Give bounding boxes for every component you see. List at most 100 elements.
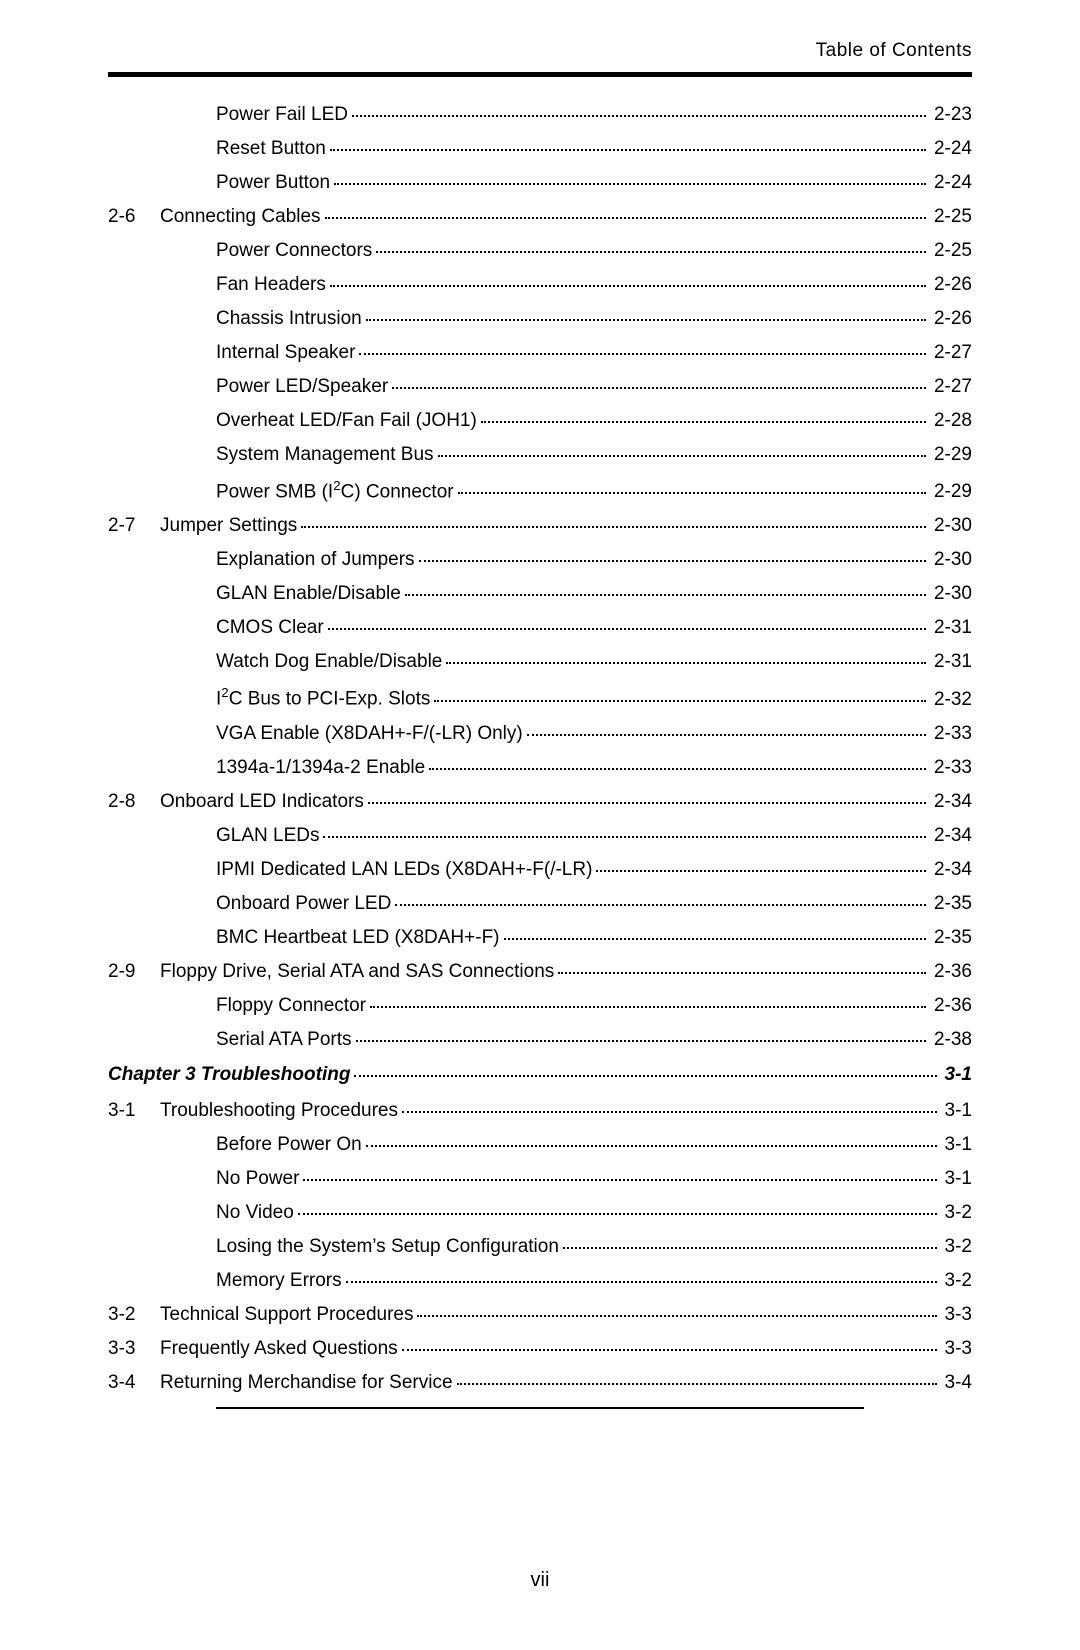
toc-row: I2C Bus to PCI-Exp. Slots 2-32	[108, 686, 972, 708]
toc-page-ref: 2-36	[930, 996, 972, 1015]
toc-entry-label: VGA Enable (X8DAH+-F/(-LR) Only)	[216, 724, 523, 743]
toc-entry-label: Power Connectors	[216, 241, 372, 260]
toc-leader	[359, 353, 926, 355]
toc-page-ref: 2-33	[930, 758, 972, 777]
toc-entry-label: Before Power On	[216, 1135, 362, 1154]
toc-row: Power SMB (I2C) Connector 2-29	[108, 479, 972, 501]
toc-leader	[328, 628, 926, 630]
toc-page-ref: 3-2	[941, 1237, 972, 1256]
toc-entry-label: Jumper Settings	[160, 516, 297, 535]
toc-entry-label: Power Fail LED	[216, 105, 348, 124]
toc-section-number: 3-4	[108, 1373, 160, 1392]
toc-row: 3-1Troubleshooting Procedures 3-1	[108, 1101, 972, 1120]
toc-section-number: 2-8	[108, 792, 160, 811]
toc-row: Power Button 2-24	[108, 173, 972, 192]
toc-page-ref: 3-3	[941, 1339, 972, 1358]
toc-entry-label: System Management Bus	[216, 445, 434, 464]
toc-leader	[527, 734, 926, 736]
toc-entry-label: Memory Errors	[216, 1271, 342, 1290]
toc-row: CMOS Clear 2-31	[108, 618, 972, 637]
toc-page-ref: 2-30	[930, 550, 972, 569]
toc-page-ref: 2-27	[930, 343, 972, 362]
toc-entry-label: Onboard LED Indicators	[160, 792, 364, 811]
toc-leader	[346, 1281, 937, 1283]
toc-entry-label: No Video	[216, 1203, 294, 1222]
toc-leader	[392, 387, 926, 389]
toc-page-ref: 3-2	[941, 1271, 972, 1290]
toc-entry-label: Losing the System’s Setup Configuration	[216, 1237, 559, 1256]
toc-row: Overheat LED/Fan Fail (JOH1) 2-28	[108, 411, 972, 430]
toc-leader	[457, 1383, 937, 1385]
toc-leader	[354, 1075, 936, 1077]
toc-page-ref: 2-30	[930, 584, 972, 603]
toc-row: Power Connectors 2-25	[108, 241, 972, 260]
toc-leader	[434, 700, 926, 702]
toc-entry-label: Floppy Drive, Serial ATA and SAS Connect…	[160, 962, 554, 981]
toc-page-ref: 2-28	[930, 411, 972, 430]
toc-section-number: 3-2	[108, 1305, 160, 1324]
toc-page-ref: 3-3	[941, 1305, 972, 1324]
toc-row: 3-2Technical Support Procedures 3-3	[108, 1305, 972, 1324]
footer-rule	[216, 1407, 864, 1409]
toc-leader	[395, 904, 926, 906]
toc-entry-label: Serial ATA Ports	[216, 1030, 352, 1049]
toc-entry-label: Technical Support Procedures	[160, 1305, 413, 1324]
toc-leader	[330, 285, 926, 287]
toc-section-number: 2-7	[108, 516, 160, 535]
toc-row: BMC Heartbeat LED (X8DAH+-F) 2-35	[108, 928, 972, 947]
toc-row: No Power 3-1	[108, 1169, 972, 1188]
toc-entry-label: 1394a-1/1394a-2 Enable	[216, 758, 425, 777]
toc-row: Explanation of Jumpers 2-30	[108, 550, 972, 569]
toc-row: System Management Bus 2-29	[108, 445, 972, 464]
toc-body: Power Fail LED 2-23Reset Button 2-24Powe…	[108, 105, 972, 1392]
toc-row: GLAN LEDs 2-34	[108, 826, 972, 845]
toc-page-ref: 2-36	[930, 962, 972, 981]
toc-row: VGA Enable (X8DAH+-F/(-LR) Only) 2-33	[108, 724, 972, 743]
toc-leader	[446, 662, 926, 664]
toc-row: No Video 3-2	[108, 1203, 972, 1222]
toc-leader	[438, 455, 926, 457]
toc-entry-label: Fan Headers	[216, 275, 326, 294]
toc-entry-label: GLAN Enable/Disable	[216, 584, 401, 603]
toc-entry-label: BMC Heartbeat LED (X8DAH+-F)	[216, 928, 500, 947]
toc-entry-label: Reset Button	[216, 139, 326, 158]
toc-entry-label: Internal Speaker	[216, 343, 355, 362]
toc-row: Losing the System’s Setup Configuration …	[108, 1237, 972, 1256]
toc-entry-label: IPMI Dedicated LAN LEDs (X8DAH+-F(/-LR)	[216, 860, 592, 879]
toc-section-number: 2-6	[108, 207, 160, 226]
toc-page-ref: 2-26	[930, 275, 972, 294]
toc-page-ref: 2-34	[930, 792, 972, 811]
toc-page-ref: 2-24	[930, 173, 972, 192]
toc-entry-label: Troubleshooting Procedures	[160, 1101, 398, 1120]
toc-leader	[402, 1111, 937, 1113]
toc-leader	[368, 802, 926, 804]
toc-entry-label: Power Button	[216, 173, 330, 192]
toc-entry-label: Returning Merchandise for Service	[160, 1373, 453, 1392]
page-header: Table of Contents	[108, 40, 972, 62]
toc-row: 3-4Returning Merchandise for Service 3-4	[108, 1373, 972, 1392]
toc-page-ref: 3-1	[941, 1101, 972, 1120]
toc-page-ref: 3-1	[941, 1135, 972, 1154]
toc-page-ref: 3-1	[941, 1064, 972, 1086]
toc-leader	[330, 149, 926, 151]
toc-entry-label: Connecting Cables	[160, 207, 321, 226]
toc-row: 1394a-1/1394a-2 Enable 2-33	[108, 758, 972, 777]
toc-entry-label: Overheat LED/Fan Fail (JOH1)	[216, 411, 477, 430]
toc-entry-label: Floppy Connector	[216, 996, 366, 1015]
toc-entry-label: Power LED/Speaker	[216, 377, 388, 396]
toc-page-ref: 2-27	[930, 377, 972, 396]
toc-page-ref: 2-38	[930, 1030, 972, 1049]
page-number: vii	[0, 1569, 1080, 1592]
toc-entry-label: GLAN LEDs	[216, 826, 319, 845]
toc-row: Power LED/Speaker 2-27	[108, 377, 972, 396]
toc-leader	[419, 560, 926, 562]
toc-page-ref: 2-26	[930, 309, 972, 328]
toc-page-ref: 2-25	[930, 207, 972, 226]
toc-page-ref: 2-34	[930, 860, 972, 879]
toc-row: Serial ATA Ports 2-38	[108, 1030, 972, 1049]
toc-row: Floppy Connector 2-36	[108, 996, 972, 1015]
toc-row: 2-6Connecting Cables 2-25	[108, 207, 972, 226]
toc-section-number: 3-1	[108, 1101, 160, 1120]
toc-page-ref: 2-23	[930, 105, 972, 124]
toc-leader	[458, 492, 926, 494]
